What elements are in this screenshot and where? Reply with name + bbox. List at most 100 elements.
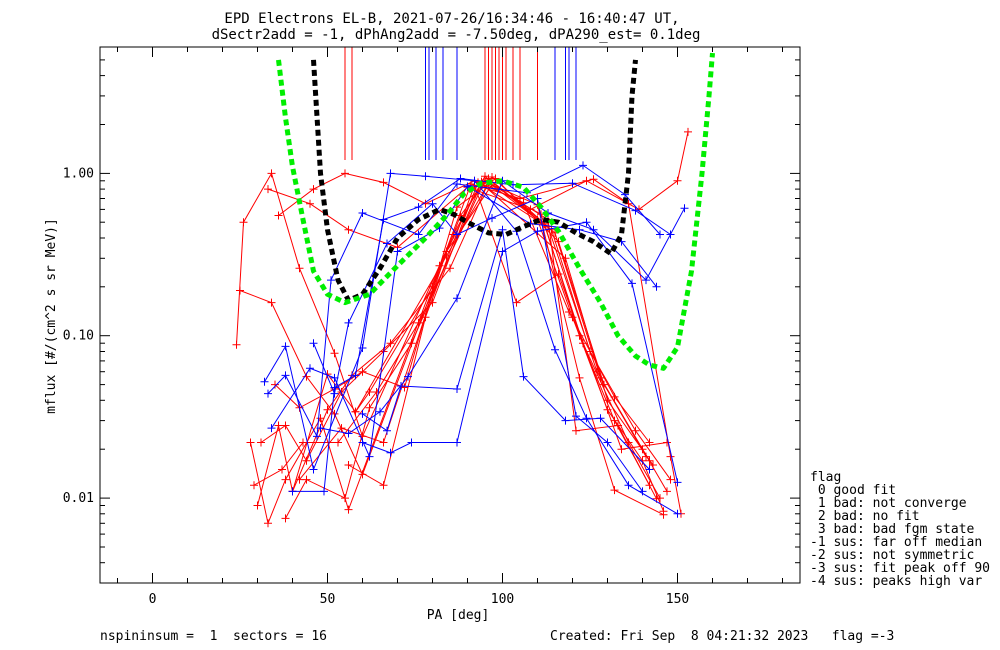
blue-data-point xyxy=(386,448,395,457)
red-data-point xyxy=(281,514,290,523)
red-data-point xyxy=(442,247,451,256)
blue-data-point xyxy=(656,230,664,239)
red-data-point xyxy=(344,505,353,514)
x-axis-label: PA [deg] xyxy=(427,608,490,623)
legend-item: -4 sus: peaks high var xyxy=(810,574,982,589)
red-data-point xyxy=(407,339,416,348)
red-data-point xyxy=(295,475,304,484)
blue-data-point xyxy=(628,279,636,288)
blue-data-point xyxy=(582,414,591,423)
red-data-point xyxy=(526,205,535,214)
blue-data-point xyxy=(383,426,391,435)
blue-data-point xyxy=(575,225,584,234)
blue-data-point xyxy=(358,438,367,447)
red-data-point xyxy=(267,169,276,178)
red-data-point xyxy=(309,185,318,194)
red-data-point xyxy=(684,127,692,136)
blue-data-point xyxy=(673,478,682,487)
blue-data-point xyxy=(453,385,461,393)
red-data-point xyxy=(603,396,612,405)
blue-data-point xyxy=(414,230,423,239)
red-data-point xyxy=(358,367,367,376)
red-data-point xyxy=(617,445,626,454)
legend-item: -2 sus: not symmetric xyxy=(810,548,974,563)
blue-data-point xyxy=(320,487,328,496)
red-data-point xyxy=(512,298,521,307)
red-data-point xyxy=(299,438,307,447)
plot-area xyxy=(232,47,715,528)
blue-data-point xyxy=(358,409,367,418)
legend-item: 3 bad: bad fgm state xyxy=(810,522,975,537)
red-data-point xyxy=(306,199,314,208)
chart-title: EPD Electrons EL-B, 2021-07-26/16:34:46 … xyxy=(224,11,679,27)
red-data-point xyxy=(264,519,272,528)
footer-right: Created: Fri Sep 8 04:21:32 2023 flag =-… xyxy=(550,629,894,644)
blue-data-point xyxy=(379,215,388,224)
red-data-point xyxy=(561,254,570,263)
blue-data-point xyxy=(309,465,318,474)
blue-data-point xyxy=(281,342,290,351)
red-series-line-12 xyxy=(348,184,668,486)
blue-series-line-14 xyxy=(264,172,678,515)
blue-data-point xyxy=(453,438,461,447)
legend-item: 0 good fit xyxy=(810,483,896,498)
black-fit-curve xyxy=(311,59,638,303)
x-tick-label: 0 xyxy=(149,592,157,607)
red-data-point xyxy=(414,318,423,327)
blue-data-point xyxy=(498,225,507,234)
blue-data-point xyxy=(561,416,570,425)
red-data-point xyxy=(386,339,395,348)
blue-data-point xyxy=(414,203,423,212)
red-data-point xyxy=(572,426,580,435)
red-series-line-7 xyxy=(253,179,647,486)
blue-data-point xyxy=(631,206,640,215)
legend-item: 1 bad: not converge xyxy=(810,496,967,511)
legend-item: -1 sus: far off median xyxy=(810,535,982,550)
blue-series-line-21 xyxy=(320,180,685,435)
blue-data-point xyxy=(344,318,353,327)
red-data-point xyxy=(267,298,276,307)
blue-data-point xyxy=(572,412,580,421)
red-data-point xyxy=(257,438,265,447)
blue-data-point xyxy=(421,172,430,181)
blue-data-point xyxy=(316,424,325,433)
red-data-point xyxy=(334,438,342,447)
red-data-point xyxy=(575,373,584,382)
y-axis-label: mflux [#/(cm^2 s sr MeV)] xyxy=(44,218,59,414)
red-data-point xyxy=(554,237,563,246)
red-data-point xyxy=(330,349,339,358)
blue-data-point xyxy=(456,174,465,183)
red-data-point xyxy=(232,340,241,349)
red-data-point xyxy=(379,438,388,447)
red-data-point xyxy=(246,438,255,447)
blue-data-point xyxy=(351,371,360,380)
blue-data-point xyxy=(680,204,689,213)
red-data-point xyxy=(274,421,283,430)
green-fit-curve xyxy=(276,52,715,371)
legend-item: 2 bad: no fit xyxy=(810,509,920,524)
red-data-point xyxy=(663,438,671,447)
red-data-point xyxy=(666,475,675,484)
red-data-point xyxy=(663,487,671,496)
plot-frame xyxy=(99,46,801,584)
red-data-point xyxy=(610,486,619,495)
blue-data-point xyxy=(428,199,437,208)
red-data-point xyxy=(281,475,290,484)
blue-data-point xyxy=(386,169,395,178)
blue-data-point xyxy=(404,372,412,381)
red-data-point xyxy=(372,388,381,396)
blue-data-point xyxy=(453,230,461,239)
blue-data-point xyxy=(645,465,654,474)
red-data-point xyxy=(316,414,325,423)
red-data-point xyxy=(253,501,262,510)
y-tick-label: 1.00 xyxy=(63,166,94,181)
blue-data-point xyxy=(603,438,612,447)
blue-data-point xyxy=(596,414,605,423)
red-data-point xyxy=(341,494,349,503)
blue-data-point xyxy=(652,282,661,291)
legend-title: flag xyxy=(810,470,841,485)
red-data-point xyxy=(302,475,311,484)
blue-data-point xyxy=(376,407,384,416)
